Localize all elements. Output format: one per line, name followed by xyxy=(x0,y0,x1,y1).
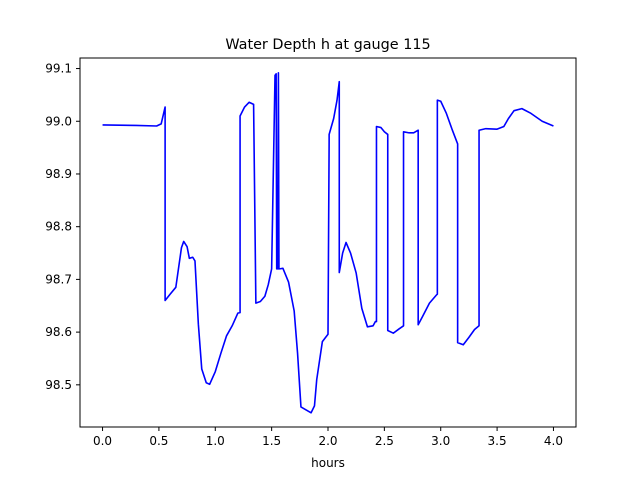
y-tick-label: 98.8 xyxy=(45,220,72,234)
chart-title: Water Depth h at gauge 115 xyxy=(225,37,430,53)
series-line-water-depth xyxy=(102,71,554,414)
x-tick-label: 4.0 xyxy=(544,434,563,448)
x-tick-label: 2.5 xyxy=(375,434,394,448)
plot-area xyxy=(102,71,554,414)
x-tick-label: 3.0 xyxy=(431,434,450,448)
x-tick-label: 0.0 xyxy=(93,434,112,448)
y-tick-label: 98.7 xyxy=(45,272,72,286)
y-tick-label: 98.9 xyxy=(45,167,72,181)
x-tick-label: 3.5 xyxy=(488,434,507,448)
y-axis: 98.5 98.6 98.7 98.8 98.9 99.0 99.1 xyxy=(45,62,80,392)
y-tick-label: 99.1 xyxy=(45,62,72,76)
x-tick-label: 1.5 xyxy=(262,434,281,448)
y-tick-label: 98.6 xyxy=(45,325,72,339)
x-tick-label: 2.0 xyxy=(318,434,337,448)
y-tick-label: 99.0 xyxy=(45,114,72,128)
plot-frame xyxy=(79,57,577,428)
y-tick-label: 98.5 xyxy=(45,378,72,392)
x-tick-label: 1.0 xyxy=(206,434,225,448)
x-axis-label: hours xyxy=(311,456,345,470)
x-axis: 0.0 0.5 1.0 1.5 2.0 2.5 3.0 3.5 4.0 xyxy=(93,427,563,448)
x-tick-label: 0.5 xyxy=(149,434,168,448)
